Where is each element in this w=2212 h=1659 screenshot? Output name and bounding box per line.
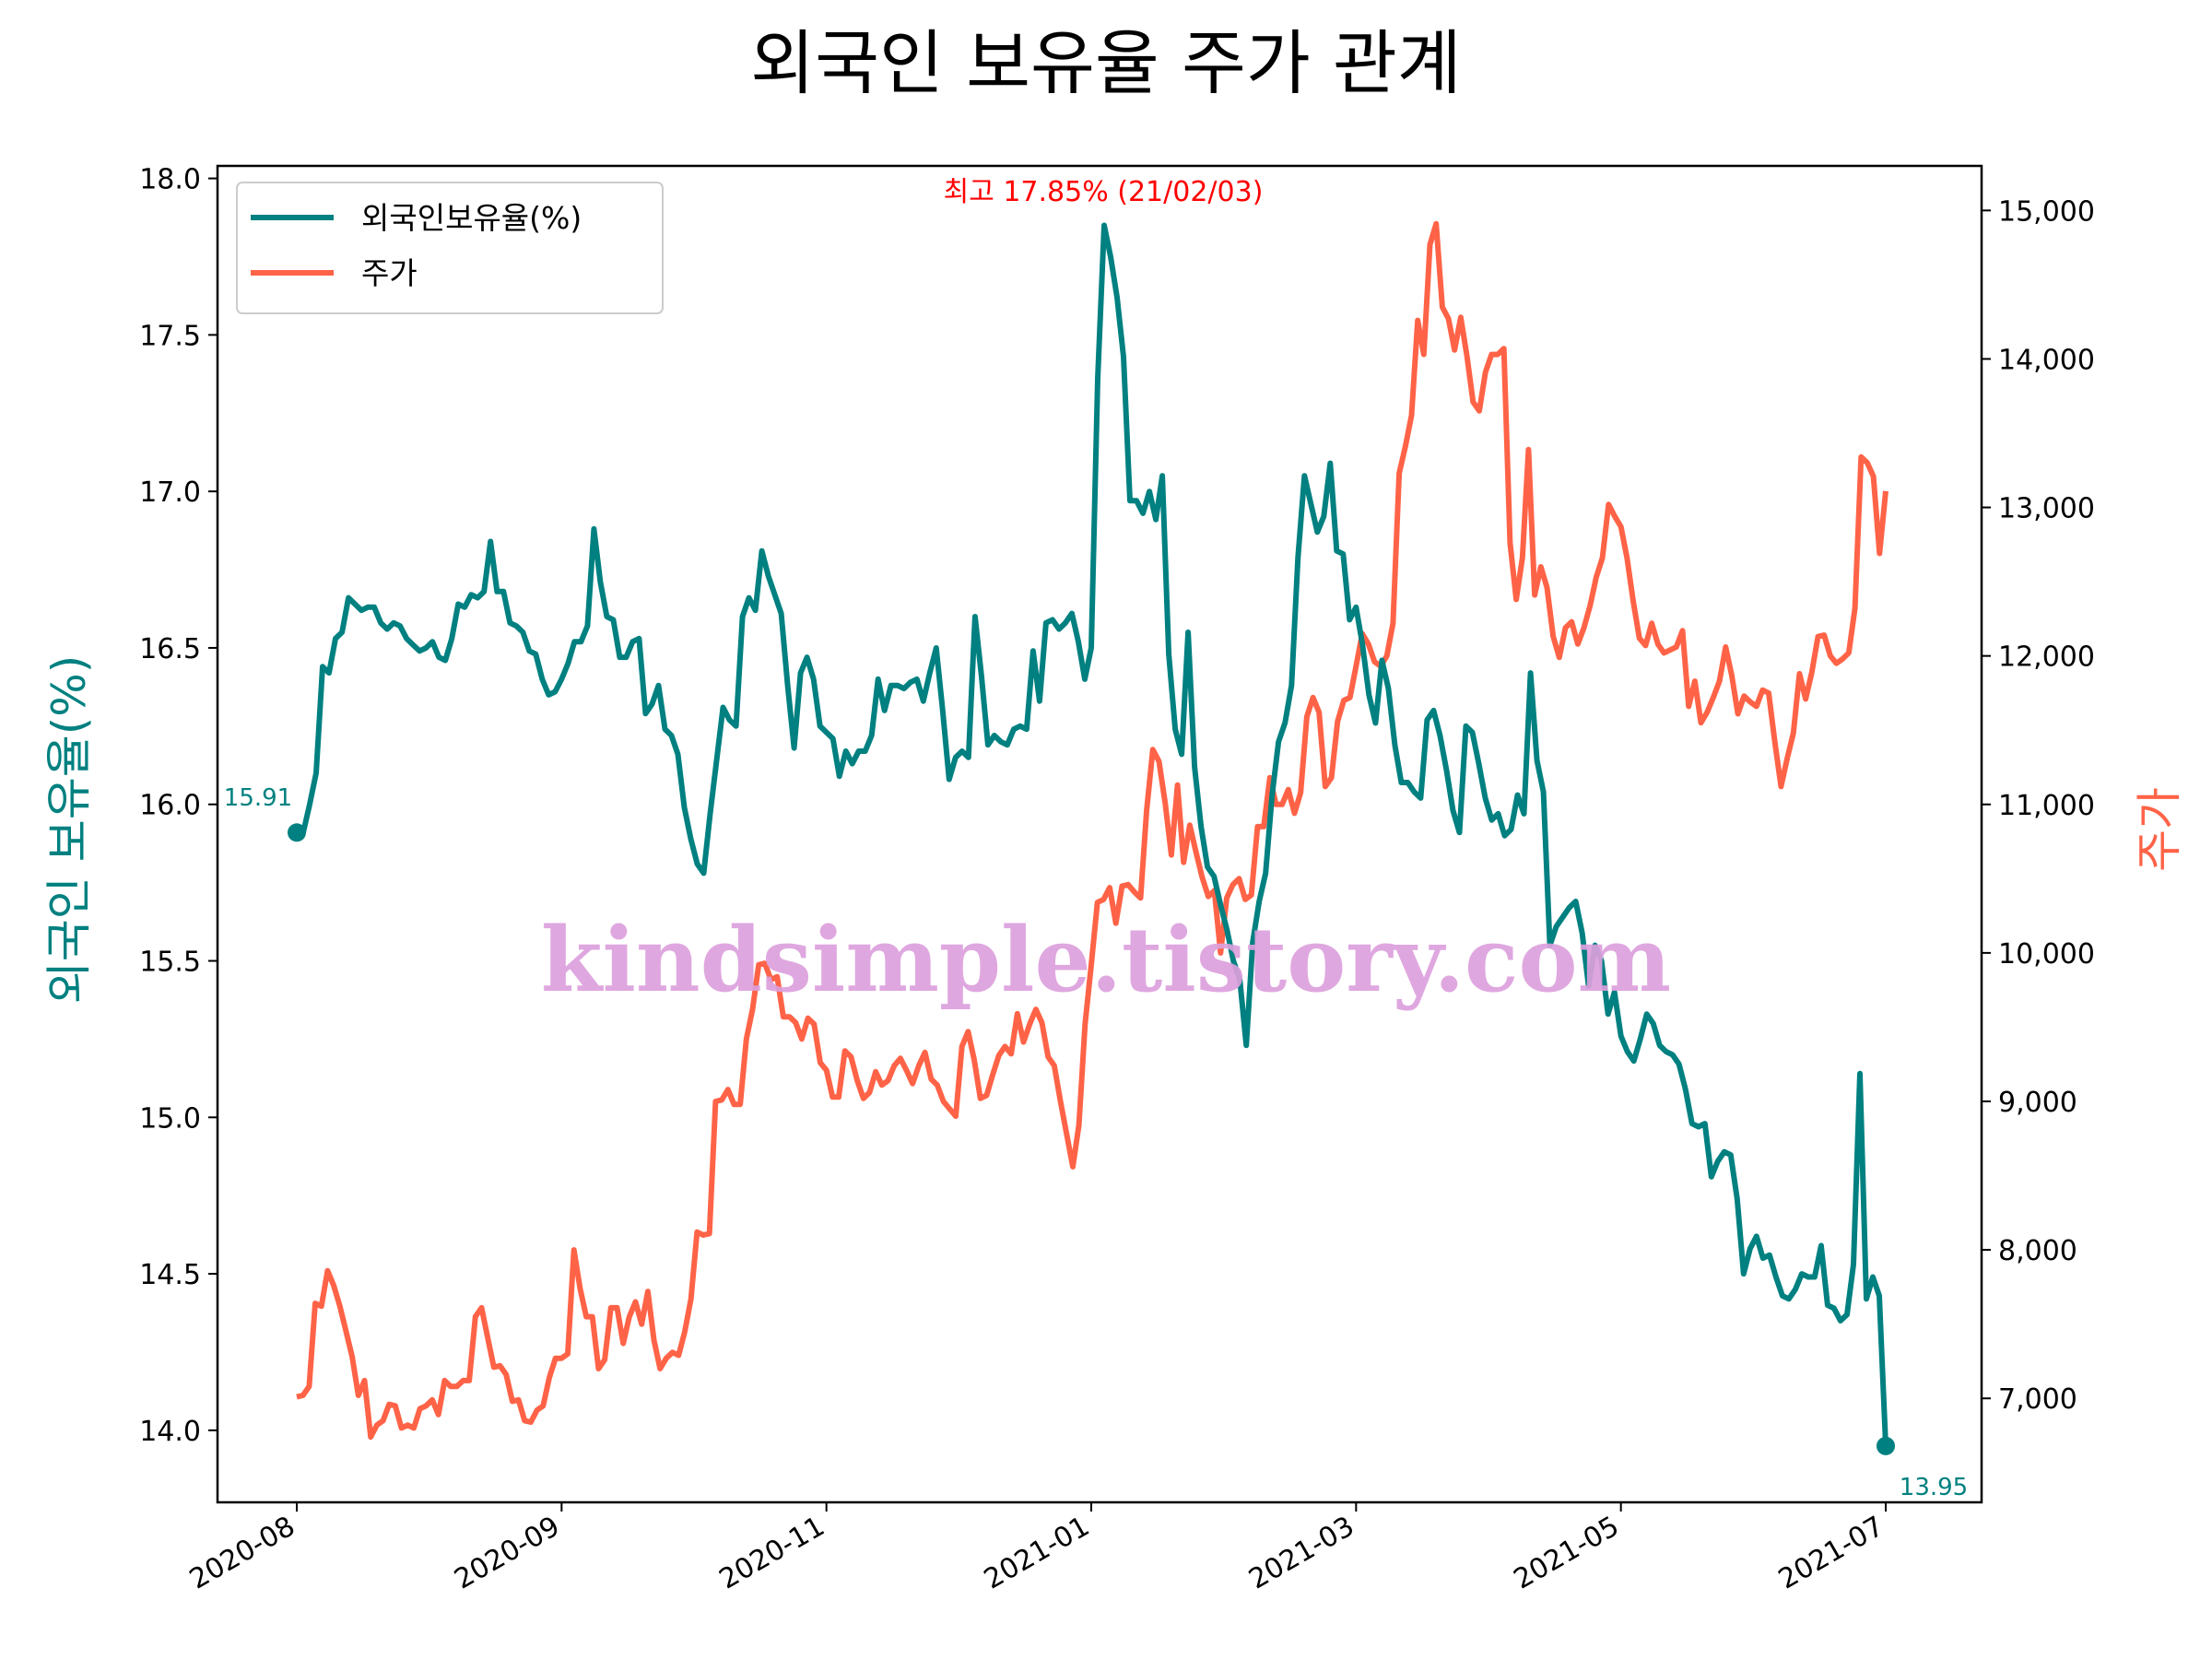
left-tick-label: 14.5 <box>139 1259 201 1291</box>
right-tick-label: 12,000 <box>1998 641 2095 674</box>
x-tick-label: 2020-09 <box>449 1511 565 1596</box>
left-tick-label: 16.0 <box>139 790 201 822</box>
right-axis-label: 주가 <box>2133 787 2186 872</box>
legend-label-foreign: 외국인보유율(%) <box>361 200 582 236</box>
left-tick-label: 18.0 <box>139 164 201 196</box>
left-tick-label: 17.0 <box>139 477 201 509</box>
price-series-line <box>296 220 1888 1441</box>
left-axis-label: 외국인 보유율(%) <box>42 655 96 1004</box>
x-tick-label: 2021-03 <box>1243 1511 1359 1596</box>
right-tick-label: 14,000 <box>1998 344 2095 376</box>
start-point-marker <box>288 823 306 842</box>
legend-box <box>236 182 664 314</box>
left-tick-label: 14.0 <box>139 1416 201 1448</box>
x-tick-label: 2020-11 <box>714 1511 830 1596</box>
x-tick-label: 2021-01 <box>979 1511 1095 1596</box>
x-tick-label: 2021-07 <box>1773 1511 1889 1596</box>
max-value-annotation: 최고 17.85% (21/02/03) <box>944 176 1264 208</box>
right-tick-label: 8,000 <box>1998 1235 2077 1267</box>
left-tick-label: 17.5 <box>139 320 201 352</box>
foreign-ownership-series-line <box>297 222 1888 1447</box>
end-value-annotation: 13.95 <box>1900 1474 1968 1501</box>
right-tick-label: 13,000 <box>1998 493 2095 525</box>
x-axis-ticks: 2020-08 2020-09 2020-11 2021-01 2021-03 2021-… <box>184 1502 1889 1596</box>
watermark: kindsimple.tistory.com <box>541 908 1671 1012</box>
left-tick-label: 15.5 <box>139 947 201 979</box>
plot-area <box>288 220 1895 1455</box>
start-value-annotation: 15.91 <box>224 784 292 812</box>
left-tick-label: 16.5 <box>139 633 201 665</box>
right-tick-label: 15,000 <box>1998 195 2095 228</box>
left-tick-label: 15.0 <box>139 1102 201 1135</box>
legend-label-price: 주가 <box>361 255 418 291</box>
end-point-marker <box>1877 1436 1895 1455</box>
right-tick-label: 9,000 <box>1998 1087 2077 1119</box>
x-tick-label: 2021-05 <box>1509 1511 1625 1596</box>
right-tick-label: 7,000 <box>1998 1383 2077 1416</box>
plot-frame <box>216 164 1983 1504</box>
chart-title: 외국인 보유율 주가 관계 <box>750 22 1462 104</box>
right-tick-label: 10,000 <box>1998 938 2095 971</box>
right-tick-label: 11,000 <box>1998 790 2095 822</box>
legend: 외국인보유율(%) 주가 <box>236 182 664 314</box>
x-tick-label: 2020-08 <box>184 1511 300 1596</box>
left-y-axis-ticks: 14.0 14.5 15.0 15.5 16.0 16.5 17.0 17.5 18.0 <box>139 164 218 1448</box>
right-y-axis-ticks: 7,000 8,000 9,000 10,000 11,000 12,000 13,000 1… <box>1982 195 2095 1416</box>
